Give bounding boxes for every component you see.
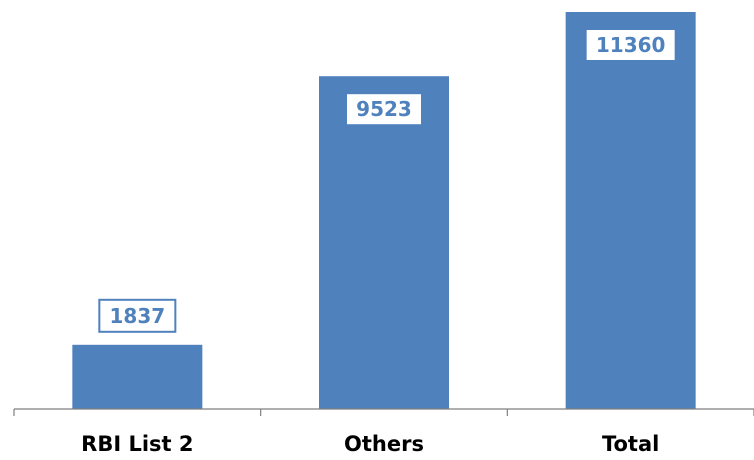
data-label-box <box>98 298 177 333</box>
data-label-box <box>584 28 677 62</box>
data-label: 1837 <box>109 304 165 328</box>
data-labels-group: 1837 9523 11360 <box>98 28 677 333</box>
category-labels-group: RBI List 2 Others Total <box>81 432 659 456</box>
data-label-box <box>345 92 423 127</box>
bar-rbi-list-2 <box>72 344 203 409</box>
bars-group <box>72 12 696 410</box>
x-axis-ticks <box>13 409 754 416</box>
category-label: Total <box>602 432 659 456</box>
data-label: 9523 <box>356 97 412 121</box>
bar-others <box>319 76 449 410</box>
category-label: Others <box>344 432 424 456</box>
bar-total <box>565 12 696 409</box>
data-label: 11360 <box>596 33 666 57</box>
category-label: RBI List 2 <box>81 432 193 456</box>
